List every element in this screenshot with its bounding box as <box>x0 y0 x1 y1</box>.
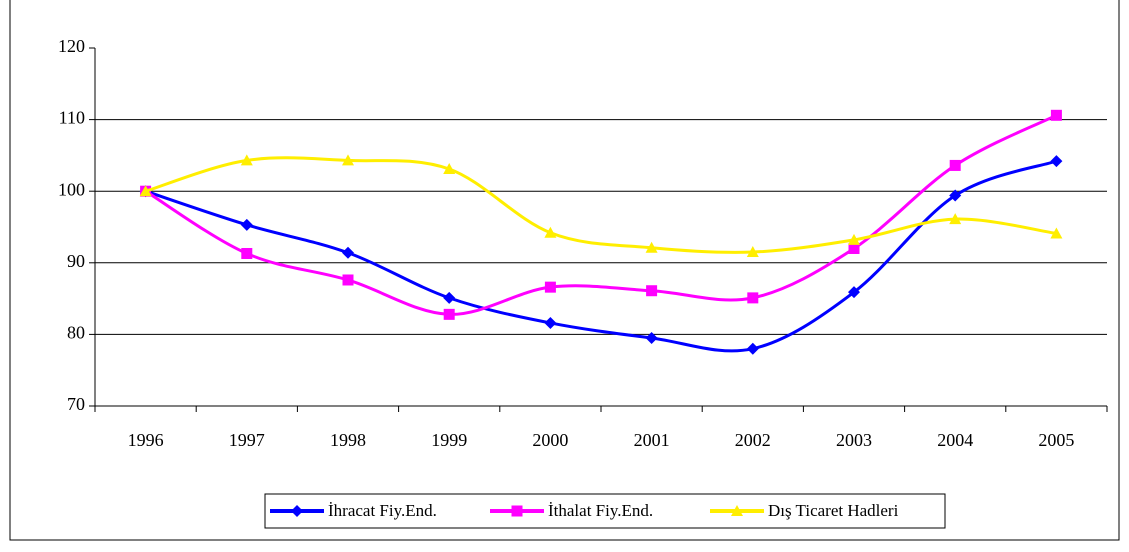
marker <box>949 159 961 171</box>
x-tick-label: 2005 <box>1038 430 1074 450</box>
marker <box>544 316 557 329</box>
legend-label: Dış Ticaret Hadleri <box>768 501 899 520</box>
y-tick-label: 80 <box>67 323 85 343</box>
marker <box>848 242 860 254</box>
x-tick-label: 1998 <box>330 430 366 450</box>
y-tick-label: 120 <box>58 36 85 56</box>
marker <box>241 247 253 259</box>
marker <box>949 189 962 202</box>
marker <box>747 292 759 304</box>
legend-label: İthalat Fiy.End. <box>548 501 653 520</box>
y-tick-label: 110 <box>59 108 85 128</box>
marker <box>342 274 354 286</box>
marker <box>1050 109 1062 121</box>
marker <box>291 505 303 517</box>
marker <box>1050 155 1063 168</box>
legend-box <box>264 493 946 529</box>
x-tick-label: 2000 <box>532 430 568 450</box>
marker <box>544 226 557 238</box>
x-tick-label: 2003 <box>836 430 872 450</box>
marker <box>443 308 455 320</box>
x-tick-label: 2004 <box>937 430 973 450</box>
marker <box>443 291 456 304</box>
y-tick-label: 70 <box>67 394 85 414</box>
series-line <box>145 159 1057 353</box>
marker <box>646 285 658 297</box>
marker <box>731 505 743 516</box>
x-tick-label: 1999 <box>431 430 467 450</box>
legend-label: İhracat Fiy.End. <box>328 501 437 520</box>
marker <box>848 286 860 299</box>
marker <box>848 233 860 245</box>
marker <box>240 154 253 166</box>
marker <box>746 246 759 258</box>
marker <box>139 185 152 197</box>
marker <box>511 505 523 517</box>
y-tick-label: 90 <box>67 251 85 271</box>
marker <box>443 163 456 175</box>
x-tick-label: 1997 <box>229 430 265 450</box>
marker <box>240 218 253 231</box>
marker <box>1050 227 1063 239</box>
y-tick-label: 100 <box>58 179 85 199</box>
series-line <box>144 113 1058 316</box>
x-tick-label: 2001 <box>634 430 670 450</box>
marker <box>544 281 556 293</box>
marker <box>949 213 962 225</box>
x-tick-label: 2002 <box>735 430 771 450</box>
marker <box>342 246 354 259</box>
chart-frame <box>9 0 1120 541</box>
marker <box>645 241 658 253</box>
series-line <box>145 156 1057 254</box>
marker <box>746 342 759 355</box>
marker <box>342 154 354 166</box>
x-tick-label: 1996 <box>128 430 164 450</box>
marker <box>645 331 658 344</box>
